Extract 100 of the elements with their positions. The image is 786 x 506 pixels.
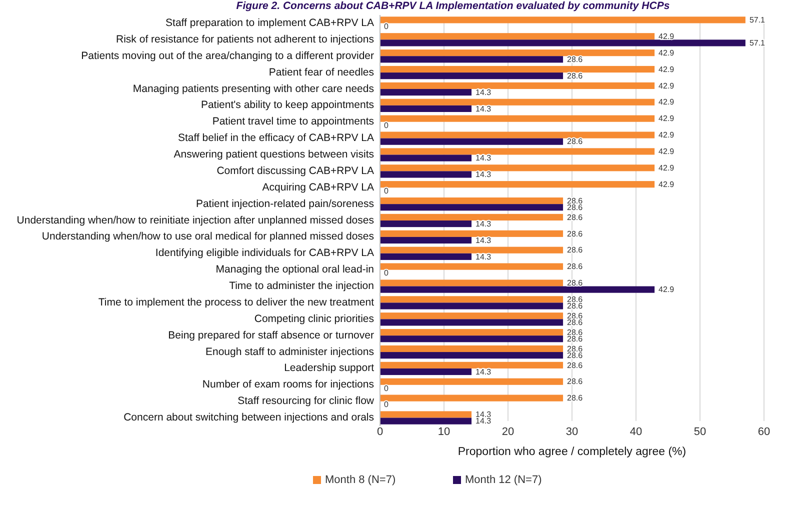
bar — [380, 138, 564, 145]
x-axis-title: Proportion who agree / completely agree (%) — [458, 446, 686, 458]
bar — [380, 56, 564, 63]
bar — [380, 312, 564, 320]
bar — [380, 336, 564, 342]
legend-label: Month 12 (N=7) — [465, 474, 542, 486]
bar — [380, 418, 472, 424]
bar — [380, 296, 564, 303]
y-tick-label: Managing the optional oral lead-in — [216, 264, 374, 276]
data-label: 42.9 — [658, 164, 675, 172]
data-label: 0 — [384, 120, 389, 130]
bar — [380, 171, 472, 178]
bar — [380, 394, 564, 402]
data-label: 14.3 — [476, 367, 492, 376]
data-label: 28.6 — [567, 54, 584, 64]
y-tick-label: Staff preparation to implement CAB+RPV LA — [166, 17, 374, 29]
x-tick-label: 10 — [438, 426, 450, 438]
data-label: 42.9 — [658, 130, 675, 140]
bar — [380, 302, 564, 310]
bar — [380, 148, 655, 155]
data-label: 28.6 — [567, 71, 584, 80]
bar — [380, 154, 472, 162]
y-tick-label: Concern about switching between injections and orals — [124, 412, 374, 424]
bar — [380, 16, 746, 24]
bar — [380, 214, 564, 220]
bar — [380, 115, 655, 122]
y-tick-label: Staff belief in the efficacy of CAB+RPV LA — [178, 132, 374, 144]
bar — [380, 50, 655, 56]
data-label: 28.6 — [567, 246, 584, 255]
y-tick-label: Patient's ability to keep appointments — [200, 99, 374, 112]
data-label: 14.3 — [476, 219, 492, 228]
y-tick-label: Patient injection-related pain/soreness — [196, 198, 374, 210]
bar — [380, 378, 564, 385]
bar — [380, 352, 564, 359]
data-label: 28.6 — [567, 328, 584, 337]
data-label: 14.3 — [476, 88, 492, 97]
y-tick-label: Enough staff to administer injections — [206, 346, 374, 358]
x-tick-label: 60 — [758, 426, 770, 438]
data-label: 28.6 — [567, 394, 584, 403]
data-label: 14.3 — [476, 410, 492, 420]
data-label: 42.9 — [658, 180, 675, 189]
bar — [380, 98, 655, 106]
y-tick-label: Patient fear of needles — [268, 66, 374, 78]
bar — [380, 286, 655, 293]
bar — [380, 246, 564, 254]
data-label: 28.6 — [567, 295, 584, 304]
data-label: 28.6 — [567, 302, 584, 311]
bar — [380, 230, 564, 237]
data-label: 14.3 — [476, 416, 492, 426]
bar — [380, 66, 655, 73]
y-tick-label: Staff resourcing for clinic flow — [238, 395, 374, 408]
y-tick-label: Risk of resistance for patients not adherent to injections — [116, 33, 374, 46]
bar — [380, 368, 472, 376]
y-tick-label: Comfort discussing CAB+RPV LA — [216, 164, 374, 177]
data-label: 28.6 — [567, 377, 584, 386]
data-label: 28.6 — [567, 360, 584, 370]
bar — [380, 132, 655, 138]
data-label: 14.3 — [476, 170, 492, 180]
y-tick-label: Acquiring CAB+RPV LA — [262, 181, 374, 194]
bar — [380, 220, 472, 228]
data-label: 42.9 — [658, 64, 675, 74]
bar — [380, 263, 564, 270]
bar — [380, 253, 472, 260]
y-tick-label: Identifying eligible individuals for CAB+RPV LA — [155, 247, 374, 260]
bar — [380, 82, 655, 89]
data-label: 57.1 — [749, 16, 766, 25]
data-label: 0 — [384, 22, 389, 32]
y-tick-label: Competing clinic priorities — [254, 312, 374, 325]
x-tick-label: 0 — [376, 426, 384, 438]
chart-title: Figure 2. Concerns about CAB+RPV LA Implementation evaluated by community HCPs — [236, 0, 670, 12]
bar — [380, 105, 472, 112]
x-tick-label: 50 — [694, 426, 706, 438]
data-label: 14.3 — [476, 154, 492, 163]
y-tick-label: Patients moving out of the area/changing to a different provider — [81, 50, 374, 62]
data-label: 28.6 — [567, 334, 584, 344]
x-tick-label: 20 — [502, 426, 514, 438]
data-label: 0 — [384, 186, 389, 196]
data-label: 28.6 — [567, 262, 584, 272]
bar — [380, 411, 472, 418]
data-label: 28.6 — [567, 202, 584, 212]
data-label: 28.6 — [567, 318, 584, 328]
data-label: 42.9 — [658, 114, 675, 124]
data-label: 42.9 — [658, 285, 675, 294]
data-label: 28.6 — [567, 350, 584, 360]
data-label: 28.6 — [567, 311, 584, 320]
y-tick-label: Understanding when/how to reinitiate injection after unplanned missed doses — [16, 214, 374, 226]
data-label: 0 — [384, 268, 389, 278]
bar — [380, 236, 472, 244]
bar — [380, 181, 655, 188]
data-label: 42.9 — [658, 81, 675, 90]
data-label: 28.6 — [567, 196, 584, 206]
data-label: 42.9 — [658, 147, 675, 156]
bar — [380, 33, 655, 40]
y-tick-label: Time to implement the process to deliver the new treatment — [98, 296, 374, 308]
bar — [380, 280, 564, 286]
x-tick-label: 40 — [630, 426, 642, 438]
legend-label: Month 8 (N=7) — [325, 474, 396, 486]
y-tick-label: Answering patient questions between visits — [174, 148, 374, 161]
data-label: 28.6 — [567, 344, 584, 354]
data-label: 14.3 — [476, 236, 492, 245]
